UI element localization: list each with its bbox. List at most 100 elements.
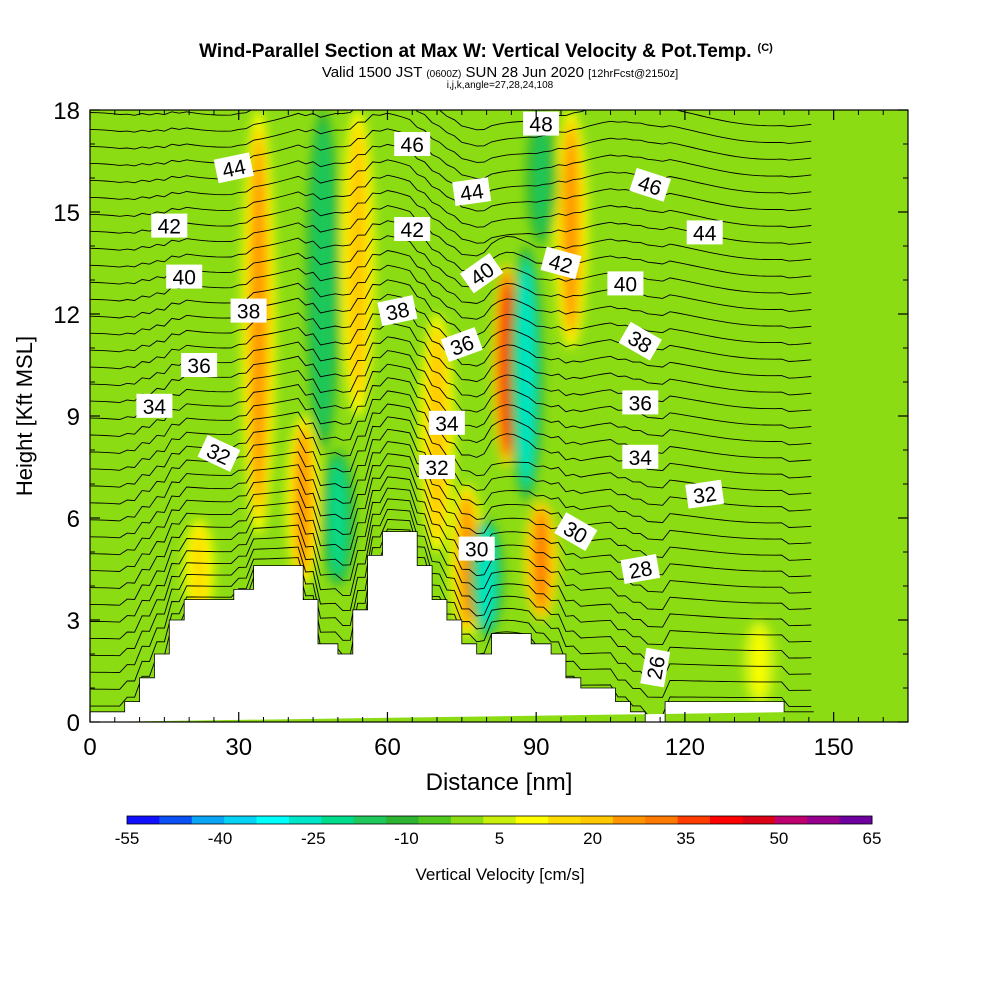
velocity-updraft-10-2 xyxy=(534,509,548,612)
isentrope-label-box xyxy=(685,479,725,509)
isentrope-label-box xyxy=(166,264,203,289)
isentrope-label: 42 xyxy=(151,213,188,239)
colorbar-swatch xyxy=(418,816,452,824)
colorbar-swatch xyxy=(645,816,679,824)
colorbar-tick-label: -10 xyxy=(394,829,419,848)
x-tick-label: 120 xyxy=(665,734,705,761)
colorbar-tick-label: -40 xyxy=(208,829,233,848)
plot-area: 4442403836343246444240383634323048464442… xyxy=(90,110,908,722)
isentrope-line xyxy=(90,498,812,628)
isentrope-label-text: 44 xyxy=(693,222,717,245)
colorbar-swatch xyxy=(839,816,873,824)
colorbar-tick-label: 5 xyxy=(495,829,504,848)
isentrope-line xyxy=(90,159,812,212)
isentrope-label-box xyxy=(419,455,455,479)
isentrope-label: 32 xyxy=(419,455,455,480)
isentrope-label: 44 xyxy=(686,220,723,245)
isentrope-label: 36 xyxy=(181,353,218,378)
colorbar-swatch xyxy=(159,816,193,824)
isentrope-label-text: 34 xyxy=(629,447,653,470)
isentrope-label-box xyxy=(213,152,254,184)
colorbar-tick-label: 35 xyxy=(676,829,695,848)
isentrope-label-box xyxy=(622,444,659,469)
colorbar-swatch xyxy=(742,816,776,824)
velocity-updraft-11-2 xyxy=(564,127,578,331)
isentrope-line xyxy=(90,476,812,594)
isentrope-label-box xyxy=(428,410,465,435)
title-mark: (C) xyxy=(758,42,774,54)
isentrope-label-text: 32 xyxy=(425,457,448,480)
isentrope-label-text: 46 xyxy=(401,134,424,157)
isentrope-labels: 4442403836343246444240383634323048464442… xyxy=(136,111,725,688)
isentrope-label-box xyxy=(394,132,431,156)
colorbar-tick-label: 65 xyxy=(863,829,882,848)
isentrope-label-text: 44 xyxy=(220,156,248,183)
y-tick-label: 0 xyxy=(67,710,80,737)
isentrope-line xyxy=(90,465,812,578)
y-tick-label: 9 xyxy=(67,404,80,431)
isentrope-label-box xyxy=(618,321,662,361)
isentrope-label-text: 40 xyxy=(614,273,637,296)
colorbar-label: Vertical Velocity [cm/s] xyxy=(415,865,584,884)
x-tick-label: 60 xyxy=(374,734,401,761)
isentrope-label: 46 xyxy=(394,132,431,157)
isentrope-label-text: 26 xyxy=(643,654,670,681)
isentrope-label-text: 38 xyxy=(384,298,412,325)
colorbar-tick-label: -55 xyxy=(115,829,140,848)
colorbar-swatch xyxy=(515,816,549,824)
x-tick-label: 90 xyxy=(523,734,550,761)
isentrope-line xyxy=(90,205,812,262)
colorbar-swatch xyxy=(256,816,290,824)
isentrope-label-box xyxy=(640,647,671,688)
y-axis-label: Height [Kft MSL] xyxy=(12,336,37,496)
isentrope-line xyxy=(90,453,812,561)
colorbar-swatch xyxy=(548,816,581,824)
y-tick-label: 12 xyxy=(53,302,80,329)
isentrope-label-box xyxy=(459,253,504,294)
isentrope-label-text: 42 xyxy=(158,216,181,239)
isentrope-label: 32 xyxy=(685,479,725,509)
isentrope-label-box xyxy=(377,295,418,327)
isentrope-line xyxy=(90,537,812,698)
colorbar-frame xyxy=(126,815,873,825)
x-axis-label: Distance [nm] xyxy=(426,769,573,796)
isentrope-line xyxy=(90,518,812,663)
isentrope-label-text: 34 xyxy=(143,396,167,419)
colorbar-swatch xyxy=(191,816,225,824)
isentrope-line xyxy=(90,143,812,196)
colorbar-swatch xyxy=(353,816,387,824)
grid-info: i,j,k,angle=27,28,24,108 xyxy=(447,80,554,91)
isentrope-label: 28 xyxy=(620,554,661,584)
isentrope-label-box xyxy=(197,434,241,472)
isentrope-label: 38 xyxy=(230,298,267,324)
isentrope-label-box xyxy=(622,390,659,415)
colorbar-swatch xyxy=(677,816,711,824)
isentrope-line xyxy=(90,112,812,163)
colorbar-swatch xyxy=(224,816,258,824)
isentrope-label-box xyxy=(151,213,188,238)
isentrope-label-text: 42 xyxy=(401,219,424,242)
colorbar-tick-label: -25 xyxy=(301,829,326,848)
isentrope-label-box xyxy=(686,220,723,245)
isentrope-label-text: 48 xyxy=(529,114,552,137)
x-tick-label: 0 xyxy=(83,734,96,761)
isentrope-line xyxy=(90,250,812,312)
isentrope-line xyxy=(90,235,812,296)
valid-date: SUN 28 Jun 2020 xyxy=(466,64,584,81)
colorbar-swatch xyxy=(710,816,743,824)
valid-fcst: [12hrFcst@2150z] xyxy=(588,68,678,80)
velocity-downdraft-8-2 xyxy=(519,265,534,482)
isentrope-line xyxy=(90,279,812,346)
y-tick-label: 3 xyxy=(67,608,80,635)
colorbar-swatch xyxy=(612,816,646,824)
isentrope-label-box xyxy=(607,271,644,296)
colorbar-swatch xyxy=(774,816,808,824)
isentrope-label-box xyxy=(523,111,560,136)
isentrope-line xyxy=(90,128,812,180)
colorbar-swatch xyxy=(386,816,420,824)
isentrope-lines xyxy=(90,110,812,716)
isentrope-label: 34 xyxy=(428,410,465,436)
isentrope-label: 30 xyxy=(458,536,495,562)
